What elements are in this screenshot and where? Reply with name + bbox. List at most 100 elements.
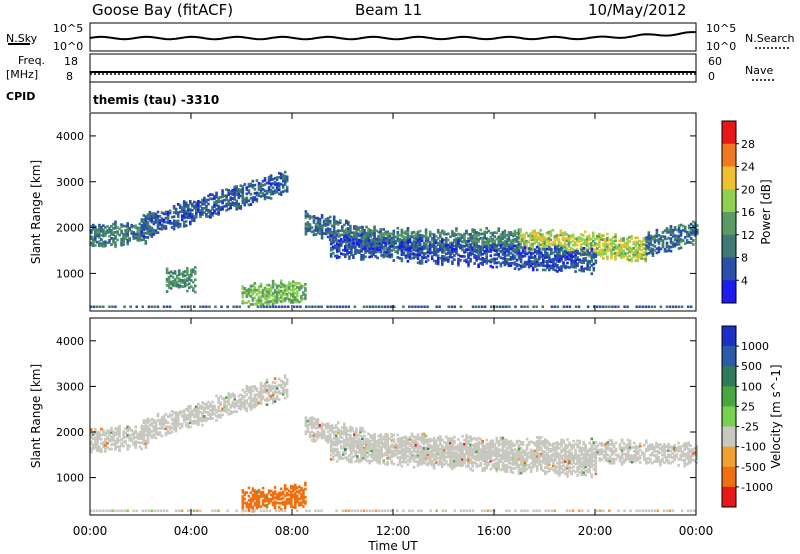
echo-cell [255,179,259,182]
echo-cell [567,238,571,242]
echo-cell [124,441,127,445]
echo-cell [416,249,420,252]
echo-cell [620,252,623,255]
echo-cell [146,223,150,227]
echo-cell [112,237,115,240]
echo-cell [410,246,414,250]
echo-cell [406,239,410,243]
echo-cell [467,252,470,255]
echo-cell [338,245,341,249]
echo-cell [360,245,363,249]
echo-cell [259,305,263,308]
echo-cell [651,248,655,251]
echo-cell [335,233,339,237]
echo-cell [620,254,623,257]
echo-cell [390,253,394,256]
echo-cell [134,435,137,439]
echo-cell [552,442,555,446]
echo-cell [332,219,336,223]
echo-cell [400,230,404,234]
echo-cell [636,236,639,240]
echo-cell [140,436,144,440]
echo-cell [168,431,172,435]
echo-cell [120,442,123,445]
echo-cell [540,440,543,443]
echo-cell [661,241,665,245]
echo-cell [499,233,503,236]
echo-cell [563,243,567,247]
echo-cell [227,191,230,194]
echo-cell [203,202,206,206]
echo-cell [443,247,446,250]
echo-cell [181,281,185,284]
echo-cell [606,257,609,261]
echo-cell [517,251,521,255]
echo-cell [511,255,515,259]
echo-cell [485,438,488,442]
echo-cell [485,227,488,230]
echo-cell [263,183,267,186]
echo-cell [449,255,452,259]
echo-cell [170,430,174,434]
echo-cell [645,246,649,250]
echo-cell [544,456,547,460]
echo-cell [361,231,364,235]
echo-cell [408,442,412,445]
echo-cell [269,197,273,200]
echo-cell [243,201,247,205]
echo-cell [560,265,563,268]
echo-cell [610,252,613,256]
echo-cell [343,424,346,428]
echo-cell [560,269,563,272]
echo-cell [623,305,626,308]
echo-cell [331,239,335,243]
echo-cell [406,255,410,259]
echo-cell [517,456,521,459]
echo-cell [354,250,357,253]
echo-cell [571,235,575,239]
echo-cell [377,434,380,438]
echo-cell [439,256,442,260]
echo-cell [318,432,322,435]
echo-cell [537,444,541,447]
echo-cell [130,439,133,443]
echo-cell [473,245,476,249]
echo-cell [677,305,681,308]
echo-cell [493,243,497,246]
echo-cell [432,235,436,239]
echo-cell [489,439,493,443]
echo-cell [523,254,527,258]
echo-cell [469,247,472,251]
echo-cell [365,233,368,237]
echo-cell [469,245,472,249]
echo-cell [412,435,416,439]
echo-cell [583,230,587,234]
echo-cell [273,377,277,380]
echo-cell [651,244,655,247]
echo-cell [592,233,595,237]
echo-cell [447,243,450,247]
echo-cell [108,228,111,232]
echo-cell [475,438,478,441]
echo-cell [368,255,371,259]
echo-cell [96,240,99,244]
echo-cell [193,200,196,204]
echo-cell [334,440,338,444]
echo-cell [178,222,182,226]
echo-cell [358,238,361,242]
echo-cell [634,255,637,258]
echo-cell [671,235,675,238]
echo-cell [114,433,117,437]
echo-cell [98,230,101,233]
echo-cell [501,447,505,450]
echo-cell [573,243,577,247]
echo-cell [503,253,507,256]
echo-cell [420,239,424,242]
echo-cell [473,243,476,247]
echo-cell [249,284,253,288]
echo-cell [418,239,422,242]
echo-cell [424,440,428,444]
echo-cell [436,243,440,246]
echo-cell [122,432,125,436]
echo-cell [172,227,176,231]
